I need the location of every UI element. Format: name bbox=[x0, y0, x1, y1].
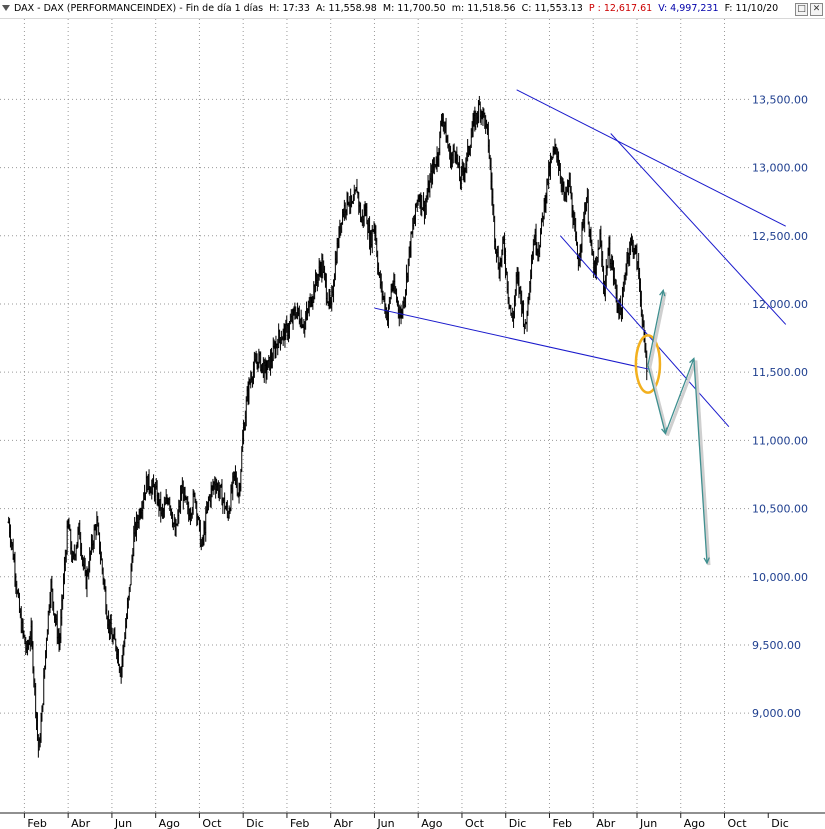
x-tick-label: Dic bbox=[771, 817, 789, 829]
x-tick-label: Jun bbox=[114, 817, 132, 829]
y-tick-label: 9,000.00 bbox=[752, 707, 801, 720]
title-symbol: DAX - DAX (PERFORMANCEINDEX) - Fin de dí… bbox=[14, 3, 264, 14]
x-tick-label: Abr bbox=[71, 817, 91, 829]
stat-apertura: A: 11,558.98 bbox=[315, 3, 377, 14]
x-tick-label: Feb bbox=[552, 817, 571, 829]
x-tick-label: Oct bbox=[727, 817, 747, 829]
x-tick-label: Oct bbox=[202, 817, 222, 829]
stat-hora: H: 17:33 bbox=[269, 3, 310, 14]
highlight-circle bbox=[634, 334, 662, 394]
trendline bbox=[560, 235, 730, 428]
trendline bbox=[374, 307, 651, 370]
projection-down-arrow-shadow bbox=[666, 359, 698, 437]
y-tick-label: 9,500.00 bbox=[752, 639, 801, 652]
close-window-button[interactable]: ✕ bbox=[810, 3, 823, 16]
projection-up-arrow bbox=[647, 290, 664, 366]
x-tick-label: Feb bbox=[27, 817, 46, 829]
projection-down-arrow-arrowhead bbox=[703, 557, 710, 565]
x-tick-label: Abr bbox=[596, 817, 616, 829]
projection-up-arrow-shadow bbox=[648, 292, 667, 368]
x-tick-label: Ago bbox=[159, 817, 181, 829]
projection-down-arrow bbox=[664, 358, 695, 434]
x-tick-label: Dic bbox=[246, 817, 264, 829]
projection-down-arrow-shadow bbox=[648, 366, 669, 436]
stat-cierre: C: 11,553.13 bbox=[521, 3, 583, 14]
y-tick-label: 12,000.00 bbox=[752, 298, 808, 311]
y-tick-label: 11,000.00 bbox=[752, 434, 808, 447]
x-tick-label: Ago bbox=[421, 817, 443, 829]
stat-p: P : 12,617.61 bbox=[588, 3, 653, 14]
trendline bbox=[516, 89, 786, 227]
trendline bbox=[610, 133, 787, 325]
projection-down-arrow-shadow bbox=[694, 360, 711, 566]
grid-layer bbox=[0, 19, 750, 813]
y-tick-label: 13,500.00 bbox=[752, 93, 808, 106]
y-tick-label: 13,000.00 bbox=[752, 162, 808, 175]
x-tick-label: Ago bbox=[684, 817, 706, 829]
projection-up-arrow-arrowhead bbox=[659, 288, 666, 297]
x-tick-label: Abr bbox=[334, 817, 354, 829]
y-axis: 9,000.00 9,500.00 10,000.00 10,500.00 11,000… bbox=[752, 93, 808, 720]
stat-maximo: M: 11,700.50 bbox=[382, 3, 446, 14]
y-tick-label: 11,500.00 bbox=[752, 366, 808, 379]
price-series bbox=[7, 95, 648, 758]
projection-layer bbox=[647, 288, 711, 566]
stat-volumen: V: 4,997,231 bbox=[658, 3, 719, 14]
stat-minimo: m: 11,518.56 bbox=[451, 3, 516, 14]
x-tick-label: Feb bbox=[290, 817, 309, 829]
chart-title-text: DAX - DAX (PERFORMANCEINDEX) - Fin de dí… bbox=[14, 0, 778, 18]
projection-down-arrow bbox=[693, 358, 708, 564]
menu-arrow-icon[interactable] bbox=[2, 5, 10, 11]
x-tick-label: Jun bbox=[639, 817, 657, 829]
plot-area bbox=[0, 19, 750, 813]
x-tick-label: Dic bbox=[509, 817, 527, 829]
projection-down-arrow bbox=[647, 365, 667, 434]
y-tick-label: 10,000.00 bbox=[752, 571, 808, 584]
y-tick-label: 12,500.00 bbox=[752, 230, 808, 243]
stat-fecha: F: 11/10/20 bbox=[724, 3, 779, 14]
x-tick-label: Oct bbox=[465, 817, 485, 829]
restore-window-button[interactable]: □ bbox=[795, 3, 808, 16]
chart-title-bar: DAX - DAX (PERFORMANCEINDEX) - Fin de dí… bbox=[0, 0, 825, 19]
x-tick-label: Jun bbox=[376, 817, 394, 829]
x-axis: Feb Abr Jun Ago Oct Dic Feb Abr Jun Ago Oct Dic Feb A… bbox=[23, 813, 789, 829]
y-tick-label: 10,500.00 bbox=[752, 503, 808, 516]
trendline-layer bbox=[374, 89, 787, 428]
